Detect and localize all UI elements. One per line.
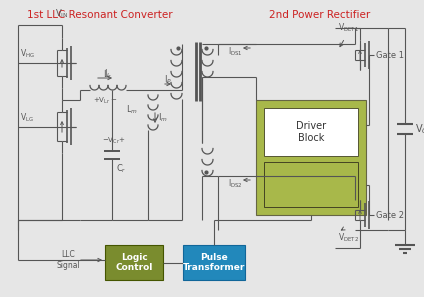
Text: V$_{\rm DET2}$: V$_{\rm DET2}$ <box>338 232 359 244</box>
Text: C$_r$: C$_r$ <box>116 163 127 175</box>
Bar <box>183 245 245 280</box>
Text: I$_{\rm DS1}$: I$_{\rm DS1}$ <box>228 46 243 58</box>
Text: L$_r$: L$_r$ <box>103 69 113 81</box>
Text: L$_m$: L$_m$ <box>126 104 138 116</box>
Text: Driver
Block: Driver Block <box>296 121 326 143</box>
Text: I$_P$: I$_P$ <box>164 74 172 86</box>
Text: Gate 1: Gate 1 <box>376 50 404 59</box>
Text: I$_L$: I$_L$ <box>104 68 112 80</box>
Text: $-$V$_{\rm Cr}$$+$: $-$V$_{\rm Cr}$$+$ <box>102 136 126 146</box>
Text: V$_{\rm HG}$: V$_{\rm HG}$ <box>20 48 35 60</box>
Text: Logic
Control: Logic Control <box>115 253 153 272</box>
Bar <box>264 162 358 207</box>
Text: V$_{\rm LG}$: V$_{\rm LG}$ <box>20 111 34 124</box>
Text: 1st LLC Resonant Converter: 1st LLC Resonant Converter <box>27 10 173 20</box>
Text: V$_{\rm DET1}$: V$_{\rm DET1}$ <box>338 22 359 34</box>
Text: I$_{\rm DS2}$: I$_{\rm DS2}$ <box>228 178 243 190</box>
Bar <box>105 245 163 280</box>
Text: V$_O$: V$_O$ <box>415 122 424 136</box>
Text: 2nd Power Rectifier: 2nd Power Rectifier <box>269 10 371 20</box>
Bar <box>264 108 358 156</box>
Text: +V$_{\rm Lr}$ $-$: +V$_{\rm Lr}$ $-$ <box>93 96 118 106</box>
Text: Gate 2: Gate 2 <box>376 211 404 219</box>
Bar <box>256 100 366 215</box>
Text: LLC
Signal: LLC Signal <box>56 250 80 270</box>
Text: V$_{\rm IN}$: V$_{\rm IN}$ <box>55 7 69 20</box>
Text: Pulse
Transformer: Pulse Transformer <box>183 253 245 272</box>
Text: I$_m$: I$_m$ <box>158 112 168 124</box>
